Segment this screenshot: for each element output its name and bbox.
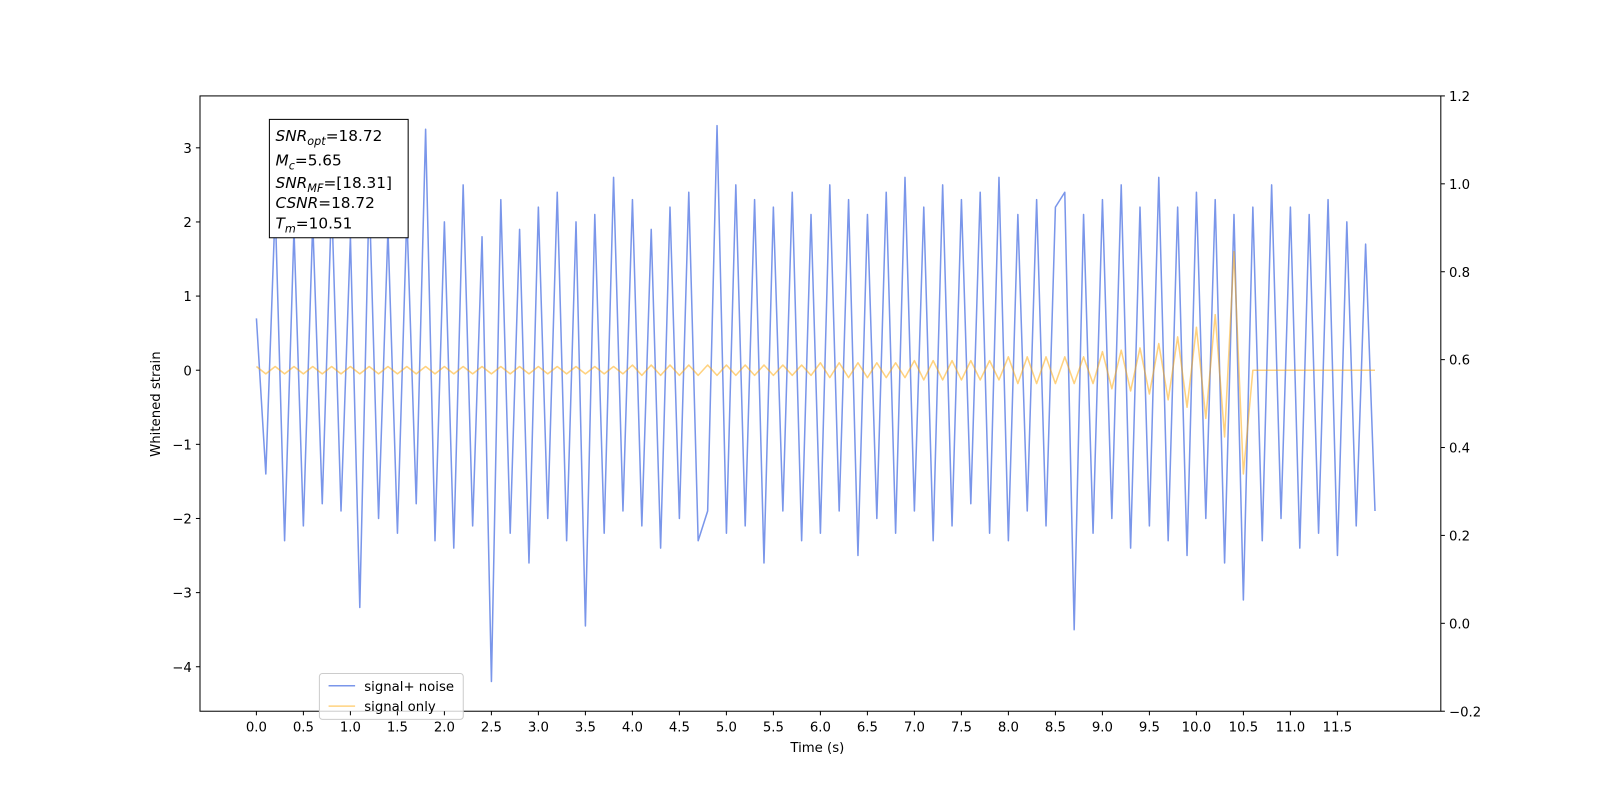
x-tick-label: 0.0	[246, 721, 267, 736]
annotation-symbol: T	[276, 215, 287, 233]
y-tick-label: 0	[183, 364, 191, 379]
annotation-symbol: SNR	[276, 174, 308, 192]
series-line	[255, 250, 1375, 475]
x-tick-label: 3.0	[528, 721, 549, 736]
x-tick-label: 1.5	[387, 721, 408, 736]
annotation: SNRopt=18.72	[276, 127, 383, 148]
x-tick-label: 11.5	[1323, 721, 1353, 736]
x-tick-label: 10.5	[1229, 721, 1259, 736]
y2-tick-label: 0.4	[1449, 442, 1470, 457]
x-tick-label: 0.5	[293, 721, 314, 736]
annotation-symbol: SNR	[276, 127, 308, 145]
x-tick-label: 11.0	[1276, 721, 1306, 736]
x-tick-label: 7.0	[904, 721, 925, 736]
plot-area	[255, 124, 1376, 683]
y-axis-label: Whitened strain	[149, 351, 164, 456]
x-tick-label: 8.0	[998, 721, 1019, 736]
y2-tick-label: −0.2	[1449, 705, 1481, 720]
annotation-value: =18.72	[326, 127, 383, 145]
y2-tick-label: 0.2	[1449, 530, 1470, 545]
legend-label: signal+ noise	[364, 680, 454, 695]
x-axis-label: Time (s)	[789, 741, 844, 756]
annotation: CSNR=18.72	[276, 194, 375, 212]
y2-tick-label: 0.6	[1449, 354, 1470, 369]
y2-tick-label: 0.0	[1449, 617, 1470, 632]
y-tick-label: −2	[172, 513, 192, 528]
x-tick-label: 6.0	[810, 721, 831, 736]
annotation-subscript: c	[289, 159, 296, 172]
annotation-subscript: opt	[307, 135, 326, 148]
x-tick-label: 3.5	[575, 721, 596, 736]
y-tick-label: −3	[172, 587, 192, 602]
annotation-value: =[18.31]	[323, 174, 392, 192]
x-tick-label: 7.5	[951, 721, 972, 736]
series-line	[255, 124, 1376, 683]
x-tick-label: 4.0	[622, 721, 643, 736]
x-tick-label: 5.0	[716, 721, 737, 736]
annotation-box	[268, 118, 409, 239]
x-tick-label: 9.0	[1092, 721, 1113, 736]
x-tick-label: 1.0	[340, 721, 361, 736]
x-tick-label: 10.0	[1182, 721, 1212, 736]
x-tick-label: 6.5	[857, 721, 878, 736]
x-tick-label: 4.5	[669, 721, 690, 736]
x-tick-label: 5.5	[763, 721, 784, 736]
annotation-symbol: M	[276, 151, 289, 169]
legend-label: signal only	[364, 700, 436, 715]
x-tick-label: 2.5	[481, 721, 502, 736]
annotation-value: =5.65	[295, 151, 342, 169]
legend-box	[318, 672, 464, 720]
annotation: SNRMF=[18.31]	[276, 174, 392, 195]
annotation-subscript: MF	[307, 182, 324, 195]
x-tick-label: 9.5	[1139, 721, 1160, 736]
x-tick-label: 2.0	[434, 721, 455, 736]
y-tick-label: 2	[183, 216, 191, 231]
y-tick-label: −4	[172, 661, 192, 676]
annotation: Tm=10.51	[276, 215, 353, 236]
y2-tick-label: 1.0	[1449, 178, 1470, 193]
annotation-value: =18.72	[318, 194, 375, 212]
annotation-subscript: m	[285, 223, 296, 236]
y2-tick-label: 0.8	[1449, 266, 1470, 281]
annotation: Mc=5.65	[276, 151, 342, 172]
x-tick-label: 8.5	[1045, 721, 1066, 736]
y-tick-label: 3	[183, 142, 191, 157]
annotation-value: =10.51	[296, 215, 353, 233]
y2-tick-label: 1.2	[1449, 90, 1470, 105]
y-tick-label: 1	[183, 290, 191, 305]
annotation-symbol: CSNR	[276, 194, 319, 212]
y-tick-label: −1	[172, 438, 192, 453]
